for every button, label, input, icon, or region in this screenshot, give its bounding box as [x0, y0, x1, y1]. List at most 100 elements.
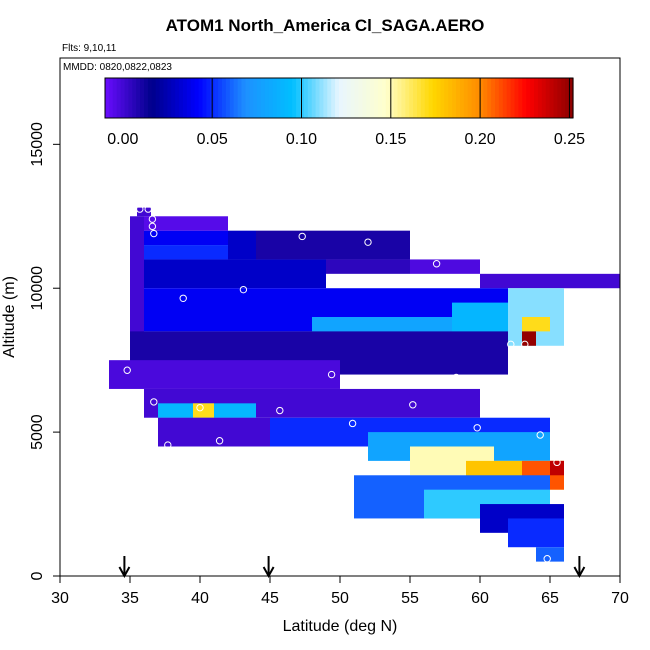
colorbar-segment	[502, 78, 508, 118]
heatmap-cell	[522, 317, 550, 332]
colorbar-segment	[249, 78, 254, 118]
colorbar-segment	[296, 78, 301, 118]
colorbar-segment	[323, 78, 328, 118]
heatmap-cell	[326, 259, 410, 274]
flight-point	[409, 401, 417, 409]
flight-point	[560, 346, 568, 354]
flight-point	[348, 419, 357, 428]
colorbar-segment	[233, 78, 239, 118]
colorbar-segment	[202, 78, 207, 118]
colorbar-segment	[456, 78, 461, 118]
colorbar-segment	[522, 78, 527, 118]
colorbar-tick-label: 0.05	[197, 131, 228, 148]
latitude-arrow-head	[118, 566, 131, 579]
x-tick-label: 65	[541, 590, 559, 607]
colorbar-segment	[319, 78, 324, 118]
colorbar-segment	[144, 78, 149, 118]
colorbar-segment	[311, 78, 317, 118]
flight-point	[536, 431, 544, 439]
colorbar-segment	[479, 78, 484, 118]
colorbar-tick-label: 0.20	[465, 131, 496, 148]
flights-note: Flts: 9,10,11	[62, 43, 117, 54]
colorbar-segment	[155, 78, 161, 118]
colorbar-segment	[280, 78, 285, 118]
colorbar-segment	[225, 78, 231, 118]
colorbar: 0.00 0.05 0.10 0.15 0.20 0.25	[104, 77, 585, 148]
colorbar-segment	[436, 78, 441, 118]
flight-point	[452, 373, 460, 382]
y-tick-label: 10000	[29, 266, 46, 311]
y-tick-label: 0	[29, 571, 46, 580]
heatmap-cell	[410, 259, 480, 274]
colorbar-segment	[381, 78, 387, 118]
colorbar-segment	[136, 78, 141, 118]
colorbar-segment	[557, 78, 562, 118]
flight-point	[507, 340, 515, 349]
colorbar-tick-label: 0.25	[554, 131, 585, 148]
colorbar-segment	[288, 78, 293, 118]
flight-point	[383, 378, 392, 386]
colorbar-segment	[452, 78, 457, 118]
colorbar-segment	[378, 78, 383, 118]
colorbar-segment	[553, 78, 558, 118]
colorbar-segment	[463, 78, 469, 118]
flight-point	[521, 340, 529, 349]
colorbar-segment	[405, 78, 410, 118]
colorbar-segment	[495, 78, 500, 118]
colorbar-segment	[276, 78, 282, 118]
colorbar-segment	[397, 78, 402, 118]
colorbar-segment	[354, 78, 360, 118]
colorbar-segment	[448, 78, 453, 118]
flight-point	[179, 294, 187, 302]
colorbar-segment	[163, 78, 168, 118]
y-tick-label: 15000	[29, 122, 46, 167]
colorbar-segment	[385, 78, 391, 118]
flight-point	[148, 215, 157, 223]
colorbar-segment	[167, 78, 172, 118]
flight-point	[432, 260, 441, 268]
colorbar-segment	[549, 78, 555, 118]
x-tick-label: 35	[121, 590, 139, 607]
heatmap-cell	[256, 230, 410, 260]
colorbar-segment	[132, 78, 137, 118]
y-tick-label: 5000	[29, 414, 46, 450]
colorbar-segment	[483, 78, 488, 118]
colorbar-segment	[417, 78, 422, 118]
heatmap-cell	[137, 207, 151, 217]
heatmap-cell	[480, 273, 620, 289]
colorbar-segment	[190, 78, 196, 118]
colorbar-segment	[105, 78, 110, 118]
heatmap-cell	[193, 403, 214, 418]
heatmap-cell	[109, 360, 340, 389]
colorbar-segment	[327, 78, 332, 118]
colorbar-segment	[245, 78, 250, 118]
colorbar-segment	[241, 78, 246, 118]
flight-point	[473, 424, 481, 432]
colorbar-segment	[307, 78, 313, 118]
colorbar-segment	[393, 78, 399, 118]
colorbar-segment	[487, 78, 492, 118]
colorbar-segment	[171, 78, 176, 118]
colorbar-tick-label: 0.10	[286, 131, 317, 148]
x-tick-label: 55	[401, 590, 419, 607]
flight-point	[553, 458, 561, 467]
colorbar-segment	[198, 78, 204, 118]
colorbar-segment	[374, 78, 379, 118]
x-tick-label: 30	[51, 590, 69, 607]
colorbar-segment	[175, 78, 180, 118]
colorbar-segment	[534, 78, 539, 118]
colorbar-segment	[116, 78, 122, 118]
flight-point	[298, 232, 306, 241]
colorbar-segment	[420, 78, 426, 118]
colorbar-segment	[284, 78, 289, 118]
flight-point	[327, 370, 336, 379]
flight-point	[239, 285, 248, 294]
colorbar-segment	[401, 78, 406, 118]
colorbar-segment	[303, 78, 309, 118]
colorbar-segment	[370, 78, 375, 118]
heatmap-cell	[144, 245, 228, 260]
heatmap-cell	[144, 259, 326, 289]
flight-point	[144, 205, 152, 213]
colorbar-segment	[331, 78, 336, 118]
heatmap-cell	[522, 331, 536, 346]
